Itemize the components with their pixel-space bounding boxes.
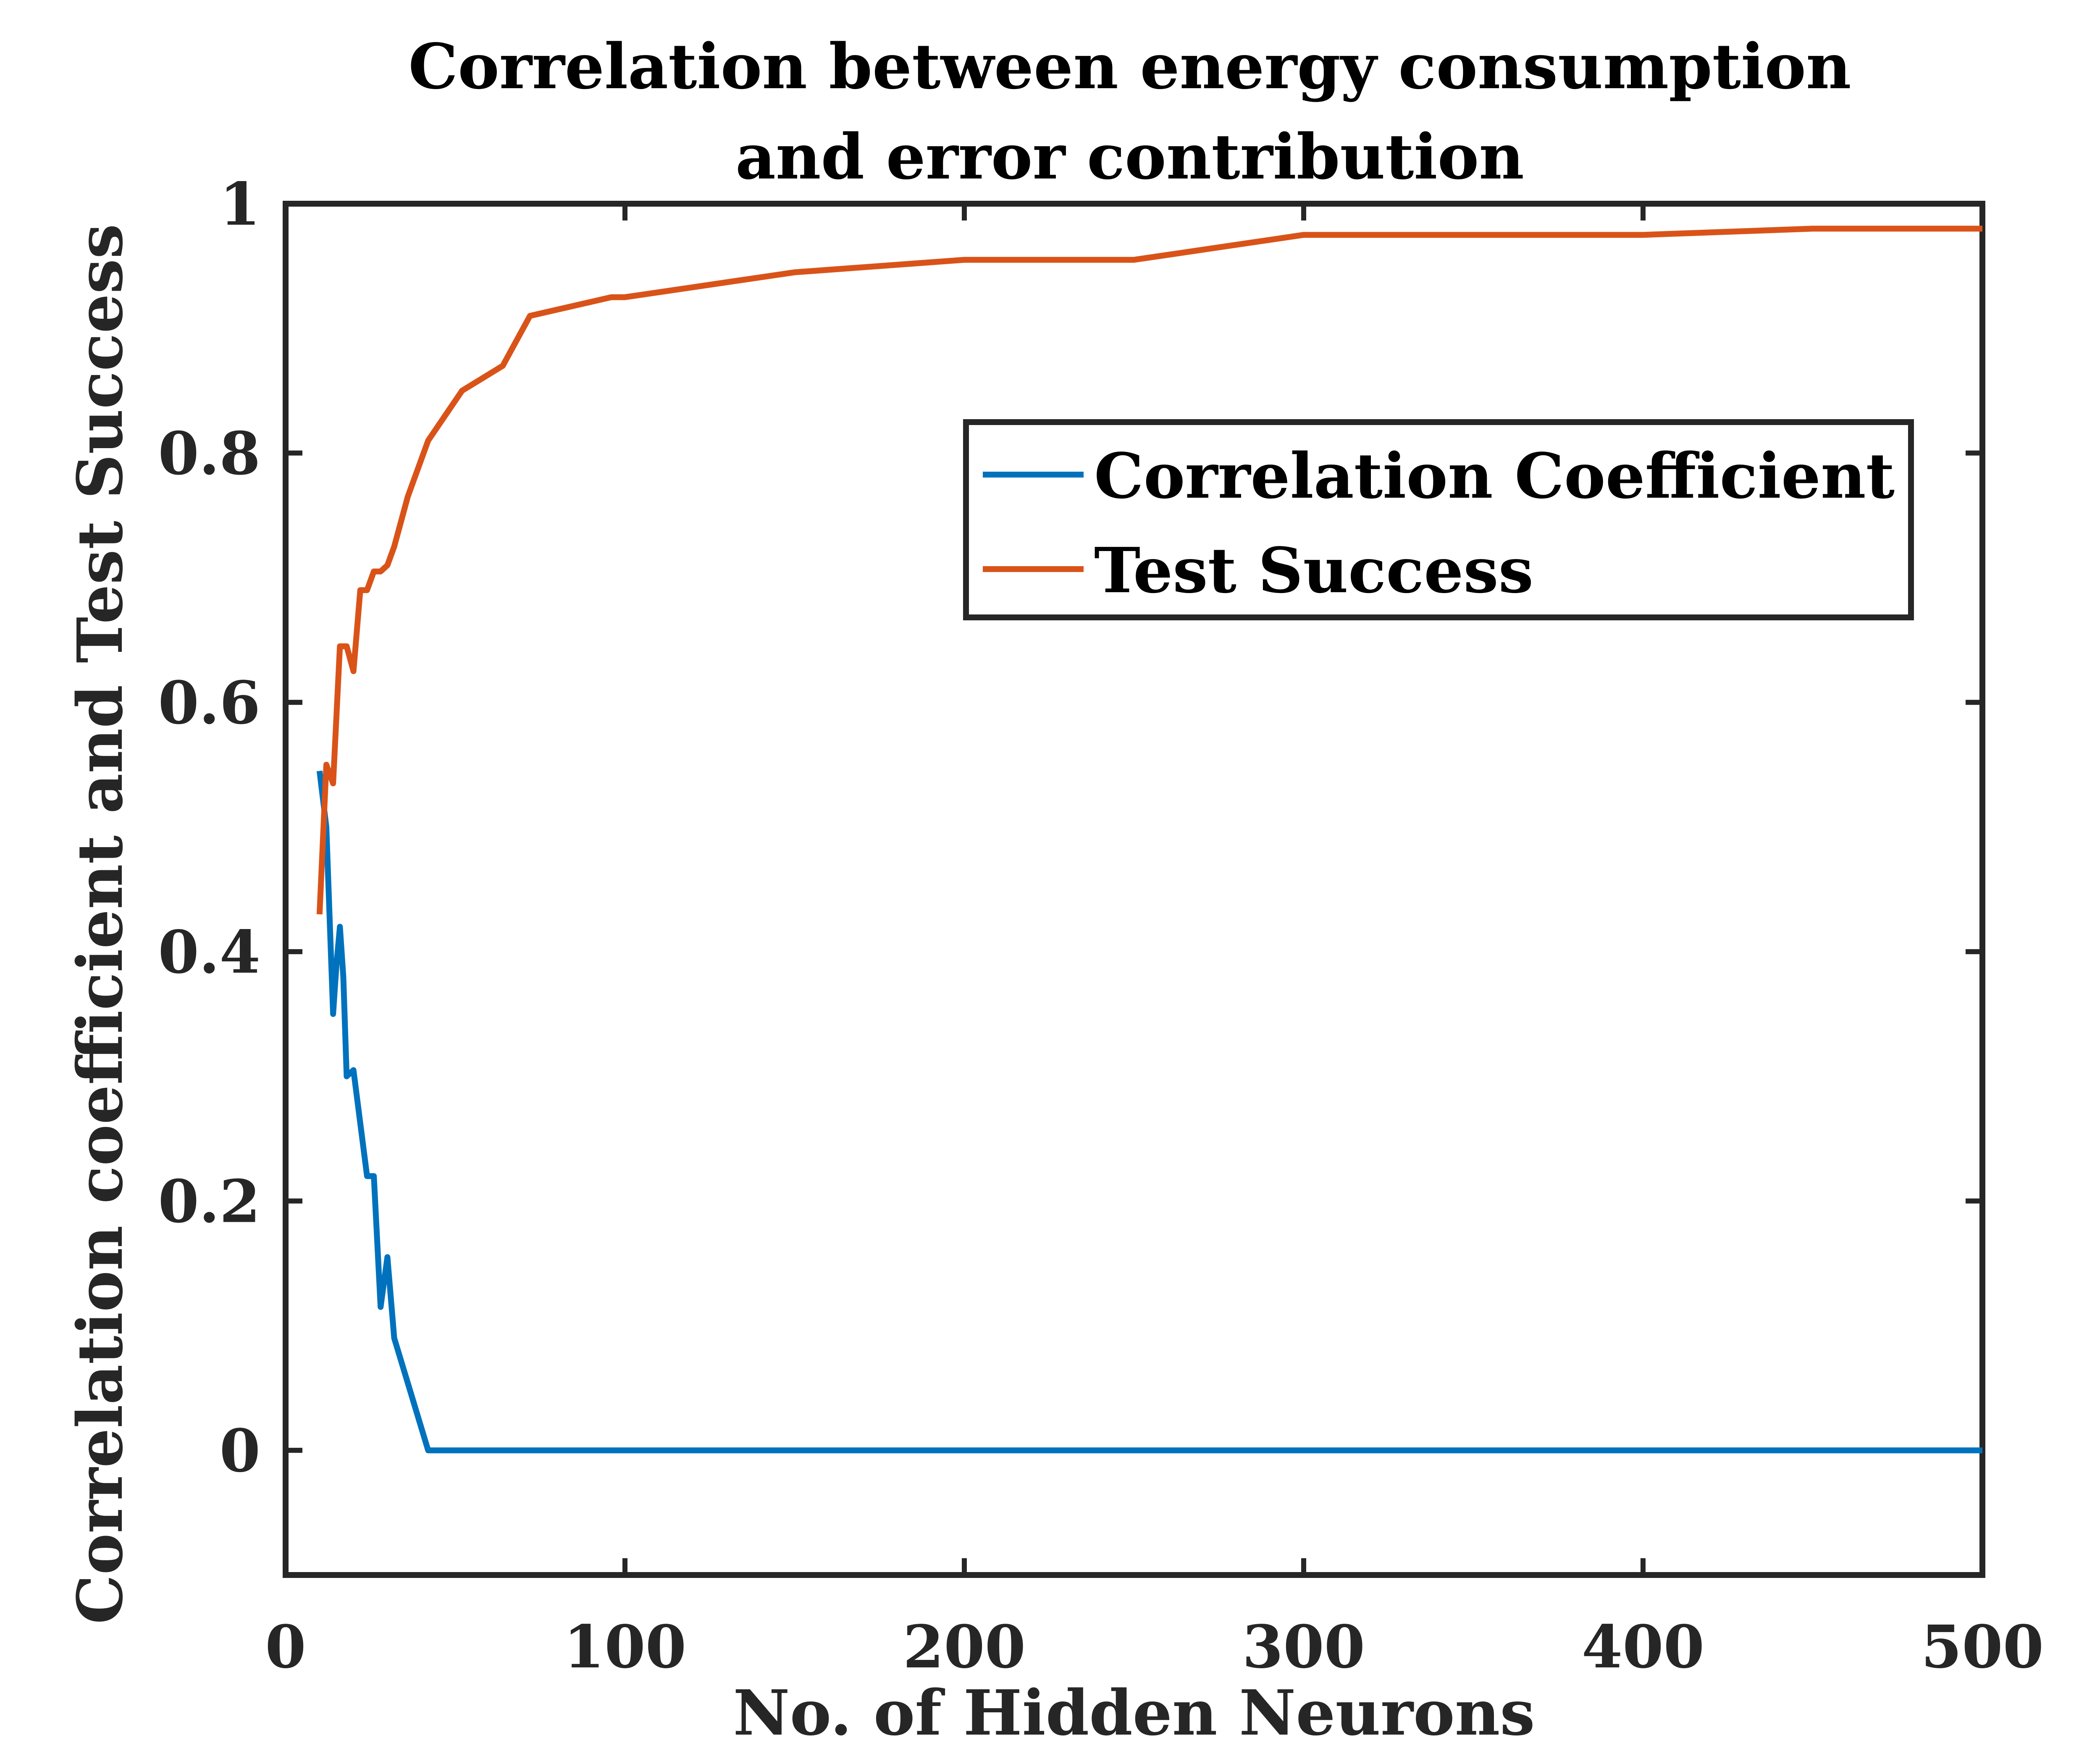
y-tick-label: 0.4 (158, 918, 260, 987)
x-axis-label: No. of Hidden Neurons (733, 1676, 1535, 1749)
y-tick-label: 0.2 (158, 1168, 260, 1236)
x-axis-ticks: 0 100 200 300 400 500 (265, 204, 2044, 1682)
chart-title-line-2: and error contribution (735, 120, 1524, 193)
series-layer (316, 226, 1982, 1454)
plot-area (283, 201, 1985, 1578)
y-tick-label: 1 (220, 170, 260, 239)
x-tick-label: 300 (1242, 1613, 1365, 1682)
series-line-correlation (316, 770, 1982, 1454)
y-tick-label: 0 (220, 1417, 260, 1486)
y-tick-label: 0.6 (158, 669, 260, 738)
chart-title-line-1: Correlation between energy consumption (408, 30, 1851, 103)
x-tick-label: 0 (265, 1613, 306, 1682)
legend: Correlation Coefficient Test Success (963, 419, 1914, 620)
series-line-test-success (316, 226, 1982, 915)
y-axis-ticks: 0 0.2 0.4 0.6 0.8 1 (158, 170, 1982, 1486)
x-tick-label: 100 (564, 1613, 686, 1682)
legend-label-correlation: Correlation Coefficient (1094, 439, 1895, 512)
legend-label-test-success: Test Success (1094, 534, 1533, 607)
x-tick-label: 200 (903, 1613, 1026, 1682)
legend-box (963, 419, 1914, 620)
y-tick-label: 0.8 (158, 420, 260, 488)
x-tick-label: 400 (1582, 1613, 1704, 1682)
y-axis-label: Correlation coefficient and Test Success (63, 224, 136, 1624)
x-tick-label: 500 (1921, 1613, 2044, 1682)
